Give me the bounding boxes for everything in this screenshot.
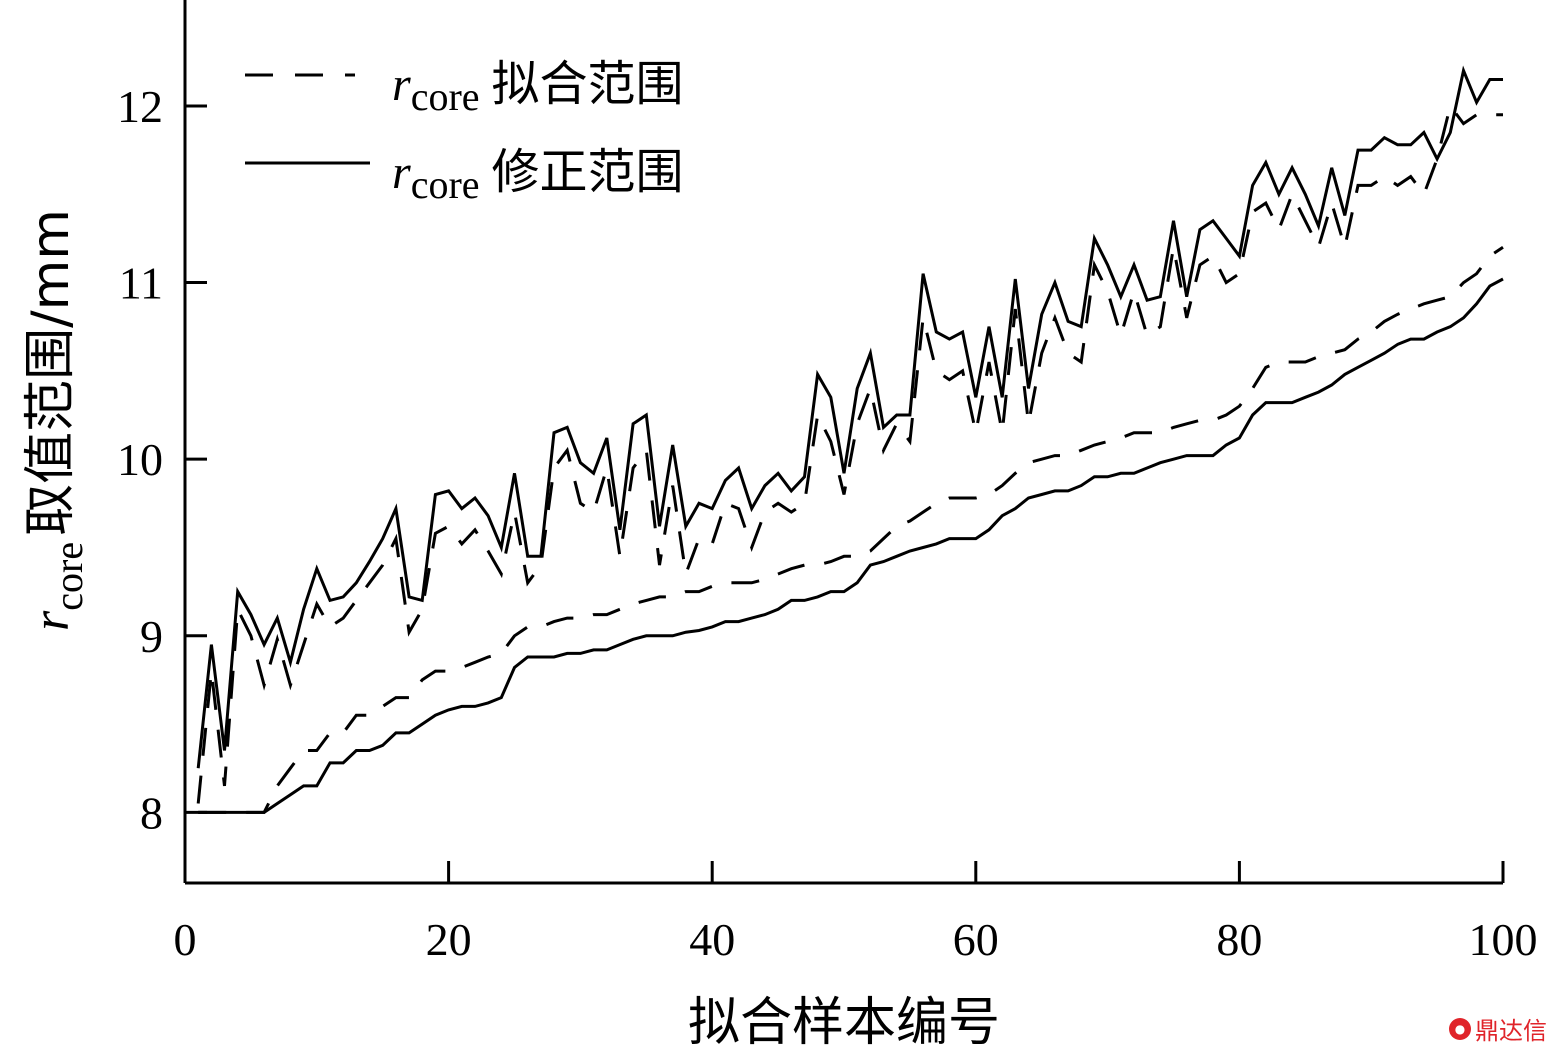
x-axis-title: 拟合样本编号 <box>688 993 1000 1052</box>
x-tick-label: 100 <box>1469 914 1538 965</box>
y-axis-title-text: 取值范围/mm <box>21 209 81 536</box>
legend-corrected-label: 修正范围 <box>492 144 684 200</box>
dingdaxin-logo-icon: ● <box>1449 1017 1471 1040</box>
y-tick-label: 12 <box>117 81 163 132</box>
x-tick-label: 40 <box>689 914 735 965</box>
x-tick-label: 0 <box>174 914 197 965</box>
legend: rcore 拟合范围 rcore 修正范围 <box>245 56 684 207</box>
watermark-text: 鼎达信 <box>1475 1017 1547 1045</box>
y-axis-title-sub: core <box>46 542 91 611</box>
y-ticks: 8 9 10 11 12 <box>117 81 207 838</box>
y-tick-label: 9 <box>140 611 163 662</box>
corrected-range-upper-line <box>196 65 1503 769</box>
legend-item-corrected: rcore 修正范围 <box>245 144 684 207</box>
fit-range-lower-line <box>198 245 1504 814</box>
y-axis-title: rcore 取值范围/mm <box>21 209 91 631</box>
legend-fit-label: 拟合范围 <box>492 56 684 112</box>
axes: 0 20 40 60 80 100 8 9 10 11 12 <box>117 0 1538 965</box>
fit-range-upper-line <box>196 102 1503 804</box>
legend-fit-var: r <box>392 58 411 111</box>
y-tick-label: 8 <box>140 787 163 838</box>
x-tick-label: 20 <box>426 914 472 965</box>
plot-series <box>196 65 1504 814</box>
legend-corrected-var: r <box>392 146 411 199</box>
x-tick-label: 60 <box>953 914 999 965</box>
legend-fit-sub: core <box>411 74 480 119</box>
y-tick-label: 10 <box>117 434 163 485</box>
legend-item-fit: rcore 拟合范围 <box>245 56 684 119</box>
watermark: ● 鼎达信 <box>1449 1011 1547 1046</box>
legend-corrected-sub: core <box>411 162 480 207</box>
y-tick-label: 11 <box>119 258 163 309</box>
x-ticks: 0 20 40 60 80 100 <box>174 861 1538 965</box>
svg-text:rcore取值范围/mm: rcore 取值范围/mm <box>21 209 91 631</box>
corrected-range-lower-line <box>198 277 1504 814</box>
x-tick-label: 80 <box>1216 914 1262 965</box>
y-axis-title-var: r <box>23 610 80 631</box>
